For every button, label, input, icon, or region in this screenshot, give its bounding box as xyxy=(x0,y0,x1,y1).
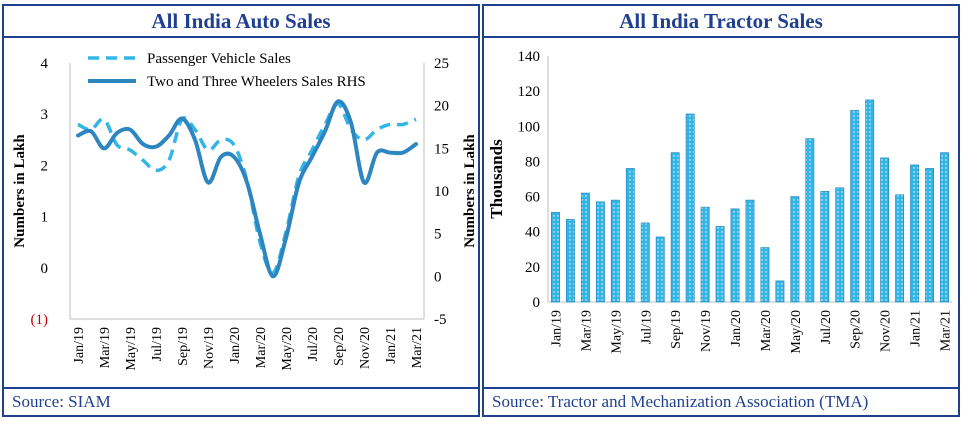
x-tick-label: Mar/21 xyxy=(410,327,425,368)
y-right-axis-title: Numbers in Lakh xyxy=(462,134,478,248)
y-right-tick-label: 15 xyxy=(434,141,449,157)
y-tick-label: 20 xyxy=(525,260,540,276)
y-right-tick-label: -5 xyxy=(434,312,447,328)
x-tick-label: Nov/20 xyxy=(879,310,894,352)
y-tick-label: 0 xyxy=(533,295,541,311)
tractor-sales-bar xyxy=(625,168,635,303)
x-tick-label: Jan/20 xyxy=(228,327,243,364)
tractor-sales-bar xyxy=(640,222,650,303)
tractor-sales-bar xyxy=(730,208,740,303)
y-right-tick-label: 20 xyxy=(434,99,449,115)
tractor-sales-bar xyxy=(835,187,845,303)
x-tick-label: Jul/19 xyxy=(150,327,165,361)
y-left-tick-label: 1 xyxy=(41,210,49,226)
tractor-sales-bar xyxy=(775,280,785,303)
x-tick-label: May/20 xyxy=(280,327,295,371)
y-tick-label: 80 xyxy=(525,154,540,170)
tractor-sales-bar xyxy=(895,194,905,303)
tractor-sales-bar xyxy=(685,113,695,303)
source-note: Source: Tractor and Mechanization Associ… xyxy=(484,387,958,415)
legend-label-passenger: Passenger Vehicle Sales xyxy=(147,51,291,67)
auto-sales-panel: All India Auto Sales (1) 0 1 2 3 4 -5 0 5 10 15 20 2… xyxy=(2,4,480,417)
x-tick-label: Mar/20 xyxy=(759,310,774,351)
y-right-tick-label: 0 xyxy=(434,269,442,285)
x-tick-label: Jul/20 xyxy=(819,310,834,344)
x-tick-label: Mar/19 xyxy=(98,327,113,368)
x-tick-label: Jan/21 xyxy=(909,310,924,347)
x-tick-label: May/19 xyxy=(609,310,624,354)
x-tick-label: Jan/20 xyxy=(729,310,744,347)
y-tick-label: 60 xyxy=(525,190,540,206)
tractor-sales-bar xyxy=(940,152,949,303)
y-right-tick-label: 5 xyxy=(434,227,442,243)
x-tick-label: Mar/19 xyxy=(579,310,594,351)
tractor-sales-bar xyxy=(880,157,890,303)
x-tick-label: Jul/19 xyxy=(639,310,654,344)
y-right-tick-label: 25 xyxy=(434,56,449,72)
tractor-sales-bar xyxy=(655,236,665,303)
tractor-sales-bar xyxy=(700,206,710,303)
y-right-tick-label: 10 xyxy=(434,184,449,200)
panel-title: All India Tractor Sales xyxy=(484,6,958,38)
tractor-sales-bar xyxy=(715,226,725,303)
y-left-tick-label: 3 xyxy=(41,107,49,123)
x-tick-label: Nov/20 xyxy=(358,327,373,369)
source-note: Source: SIAM xyxy=(4,387,478,415)
tractor-sales-bar xyxy=(610,199,620,303)
y-left-tick-label: 2 xyxy=(41,158,49,174)
tractor-sales-bar xyxy=(865,99,875,303)
legend-label-two-three-wheelers: Two and Three Wheelers Sales RHS xyxy=(147,74,366,90)
x-tick-label: Sep/20 xyxy=(849,310,864,349)
y-tick-label: 100 xyxy=(518,119,541,135)
y-tick-label: 40 xyxy=(525,225,540,241)
x-tick-label: Sep/20 xyxy=(332,327,347,366)
tractor-sales-bar xyxy=(566,219,575,303)
tractor-sales-bar xyxy=(670,152,680,303)
tractor-sales-bar xyxy=(925,168,934,303)
x-tick-label: Nov/19 xyxy=(699,310,714,352)
y-axis-title: Thousands xyxy=(487,139,506,219)
y-tick-label: 120 xyxy=(518,84,541,100)
x-tick-label: Sep/19 xyxy=(176,327,191,366)
tractor-sales-bar xyxy=(805,138,815,303)
passenger-vehicle-line xyxy=(77,102,417,275)
x-tick-label: May/19 xyxy=(124,327,139,371)
tractor-sales-bar xyxy=(790,196,800,303)
tractor-sales-bar xyxy=(850,110,860,303)
y-left-tick-label: (1) xyxy=(31,312,49,328)
x-tick-label: Sep/19 xyxy=(669,310,684,349)
x-tick-label: Mar/20 xyxy=(254,327,269,368)
x-tick-label: Jan/19 xyxy=(549,310,564,347)
two-three-wheelers-line xyxy=(76,99,418,279)
x-tick-label: Jan/21 xyxy=(384,327,399,364)
tractor-sales-bar xyxy=(745,199,755,303)
tractor-sales-bar xyxy=(910,164,920,303)
y-left-tick-label: 0 xyxy=(41,261,49,277)
y-left-tick-label: 4 xyxy=(41,56,49,72)
tractor-sales-panel: All India Tractor Sales 0 20 40 60 80 100 120 1… xyxy=(482,4,960,417)
auto-sales-line-chart: (1) 0 1 2 3 4 -5 0 5 10 15 20 25 Numbers in Lakh Numbe… xyxy=(12,51,478,371)
y-tick-label: 140 xyxy=(518,49,541,65)
y-left-axis-title: Numbers in Lakh xyxy=(12,134,28,248)
tractor-sales-bar xyxy=(580,192,590,303)
tractor-sales-bar xyxy=(595,201,605,303)
tractor-sales-bar xyxy=(760,247,770,303)
tractor-sales-bar-chart: 0 20 40 60 80 100 120 140 Thousands Jan/19 Mar/19 M… xyxy=(487,49,954,354)
x-tick-label: Jan/19 xyxy=(72,327,87,364)
tractor-sales-bar xyxy=(820,191,830,303)
panel-title: All India Auto Sales xyxy=(4,6,478,38)
x-tick-label: Jul/20 xyxy=(306,327,321,361)
tractor-sales-bar xyxy=(551,212,560,303)
x-tick-label: Nov/19 xyxy=(202,327,217,369)
x-tick-label: Mar/21 xyxy=(939,310,954,351)
x-tick-label: May/20 xyxy=(789,310,804,354)
